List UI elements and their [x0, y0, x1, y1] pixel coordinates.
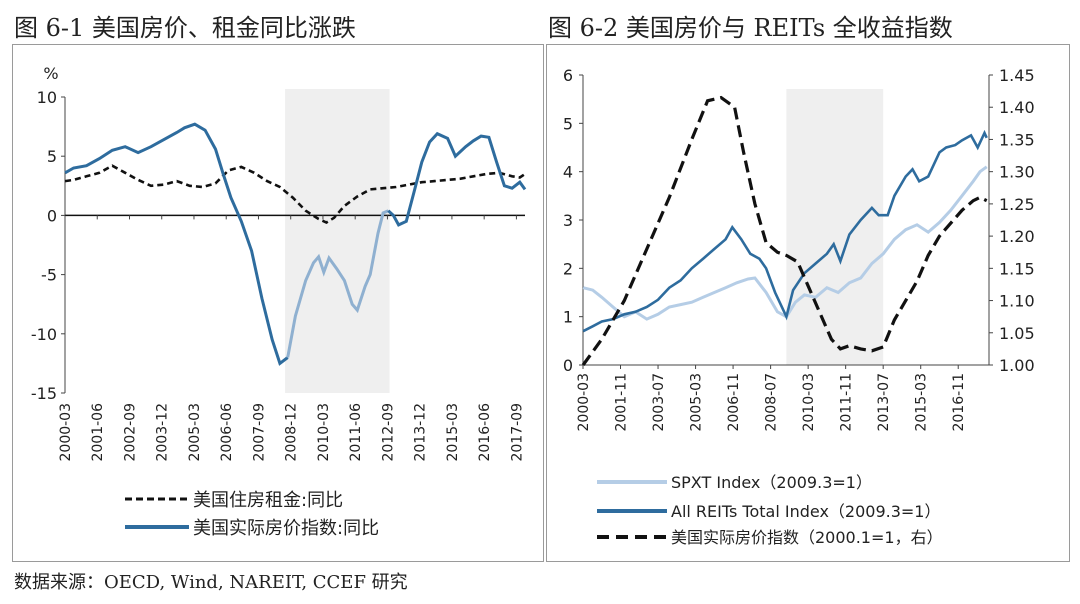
rent-yoy-line [64, 164, 526, 224]
x-tick-label: 2013-12 [413, 403, 429, 462]
real-house-price-line [581, 95, 988, 366]
reits-line [582, 129, 988, 333]
y-tick-label-right: 1.30 [999, 163, 1035, 182]
x-tick-label: 2017-09 [509, 403, 525, 462]
chart-1-title: 图 6-1 美国房价、租金同比涨跌 [14, 14, 356, 42]
shaded-period [285, 89, 390, 393]
y-tick-label-right: 1.05 [999, 324, 1035, 343]
house-price-yoy-line [64, 122, 289, 366]
y-tick-label-left: 3 [563, 211, 573, 230]
chart-2-panel: 0 1 2 3 4 5 6 1.00 1.05 1.10 1.15 1.20 1.25 1.30 1.35 1… [546, 44, 1070, 562]
data-source: 数据来源：OECD, Wind, NAREIT, CCEF 研究 [14, 572, 408, 593]
house-price-yoy-line-shaded [286, 209, 389, 358]
x-tick-label: 2008-12 [284, 403, 300, 462]
chart-2-svg: 0 1 2 3 4 5 6 1.00 1.05 1.10 1.15 1.20 1.25 1.30 1.35 1… [563, 66, 1035, 547]
x-tick-label: 2010-03 [801, 373, 817, 432]
x-tick-label: 2003-12 [155, 403, 171, 462]
y-tick-label: -15 [31, 384, 57, 403]
y-tick-label-right: 1.35 [999, 130, 1035, 149]
y-axis-label: % [43, 64, 58, 83]
y-tick-label: -10 [31, 325, 57, 344]
x-tick-label: 2008-07 [764, 373, 780, 432]
legend-reits-label: All REITs Total Index（2009.3=1） [671, 502, 941, 521]
x-tick-label: 2013-07 [876, 373, 892, 432]
y-tick-label: -5 [41, 266, 57, 285]
y-tick-label-right: 1.25 [999, 195, 1035, 214]
y-tick-label-right: 1.10 [999, 292, 1035, 311]
x-tick-label: 2003-07 [651, 373, 667, 432]
legend-spxt-label: SPXT Index（2009.3=1） [671, 473, 872, 492]
y-tick-label: 10 [37, 88, 57, 107]
x-tick-label: 2010-03 [316, 403, 332, 462]
shaded-period [786, 89, 884, 365]
x-tick-label: 2011-06 [348, 403, 364, 462]
spxt-line [582, 165, 988, 321]
x-tick-label: 2015-03 [914, 373, 930, 432]
y-tick-label-right: 1.20 [999, 227, 1035, 246]
x-tick-label: 2012-09 [380, 403, 396, 462]
house-price-yoy-line-recent [387, 131, 527, 227]
y-tick-label-right: 1.00 [999, 356, 1035, 375]
y-tick-label: 0 [47, 206, 57, 225]
y-tick-label-right: 1.15 [999, 259, 1035, 278]
chart-2-title: 图 6-2 美国房价与 REITs 全收益指数 [548, 14, 953, 42]
y-tick-label-left: 2 [563, 259, 573, 278]
chart-1-panel: % 10 5 0 -5 -10 -15 2000-03 2001-06 2002-09 2003-1… [12, 44, 544, 562]
x-tick-label: 2005-03 [187, 403, 203, 462]
y-tick-label-left: 6 [563, 66, 573, 85]
x-tick-label: 2001-11 [614, 373, 630, 432]
y-tick-label-right: 1.40 [999, 98, 1035, 117]
x-tick-label: 2001-06 [90, 403, 106, 462]
legend-rent-label: 美国住房租金:同比 [193, 490, 343, 511]
x-tick-label: 2016-11 [951, 373, 967, 432]
y-tick-label-left: 0 [563, 356, 573, 375]
x-tick-label: 2006-06 [219, 403, 235, 462]
x-tick-label: 2005-03 [689, 373, 705, 432]
x-tick-label: 2007-09 [251, 403, 267, 462]
x-tick-label: 2000-03 [58, 403, 74, 462]
x-tick-label: 2016-06 [477, 403, 493, 462]
x-tick-label: 2002-09 [122, 403, 138, 462]
y-tick-label-left: 1 [563, 308, 573, 327]
y-tick-label-right: 1.45 [999, 66, 1035, 85]
y-tick-label-left: 5 [563, 114, 573, 133]
legend-house-price-label: 美国实际房价指数:同比 [193, 518, 379, 539]
x-tick-label: 2011-11 [839, 373, 855, 432]
legend-house-price-label: 美国实际房价指数（2000.1=1，右） [671, 528, 943, 547]
x-tick-label: 2015-03 [445, 403, 461, 462]
x-tick-label: 2000-03 [576, 373, 592, 432]
y-tick-label-left: 4 [563, 163, 573, 182]
y-tick-label: 5 [47, 147, 57, 166]
x-tick-label: 2006-11 [726, 373, 742, 432]
